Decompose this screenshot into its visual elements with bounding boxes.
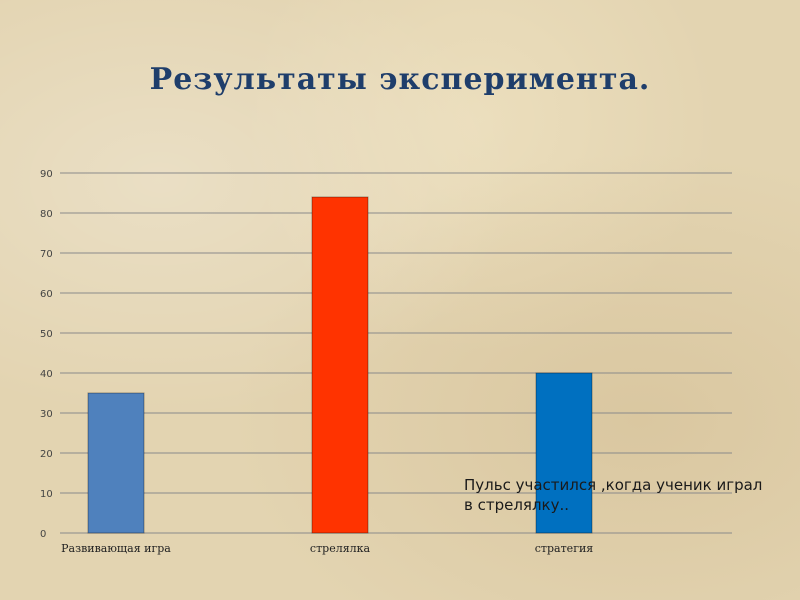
bar (311, 196, 369, 534)
y-tick-label: 0 (40, 529, 46, 540)
y-tick-label: 70 (40, 249, 53, 260)
annotation-note: Пульс участился ,когда ученик играл в ст… (464, 476, 763, 514)
y-tick-label: 20 (40, 449, 53, 460)
bar (535, 372, 593, 534)
bar (87, 392, 145, 534)
y-axis-ticks: 0 10 20 30 40 50 60 70 80 90 (40, 169, 53, 540)
x-category-label: стрелялка (310, 542, 371, 555)
y-tick-label: 50 (40, 329, 53, 340)
y-tick-label: 10 (40, 489, 53, 500)
page-title: Результаты эксперимента. (149, 62, 651, 97)
x-category-label: Развивающая игра (61, 542, 171, 555)
y-tick-label: 80 (40, 209, 53, 220)
x-axis-categories: Развивающая игра стрелялка стратегия (61, 542, 593, 555)
y-tick-label: 40 (40, 369, 53, 380)
y-tick-label: 60 (40, 289, 53, 300)
y-tick-label: 90 (40, 169, 53, 180)
x-category-label: стратегия (535, 542, 594, 555)
chart-bars (87, 196, 593, 534)
chart-gridlines (60, 172, 732, 534)
y-tick-label: 30 (40, 409, 53, 420)
